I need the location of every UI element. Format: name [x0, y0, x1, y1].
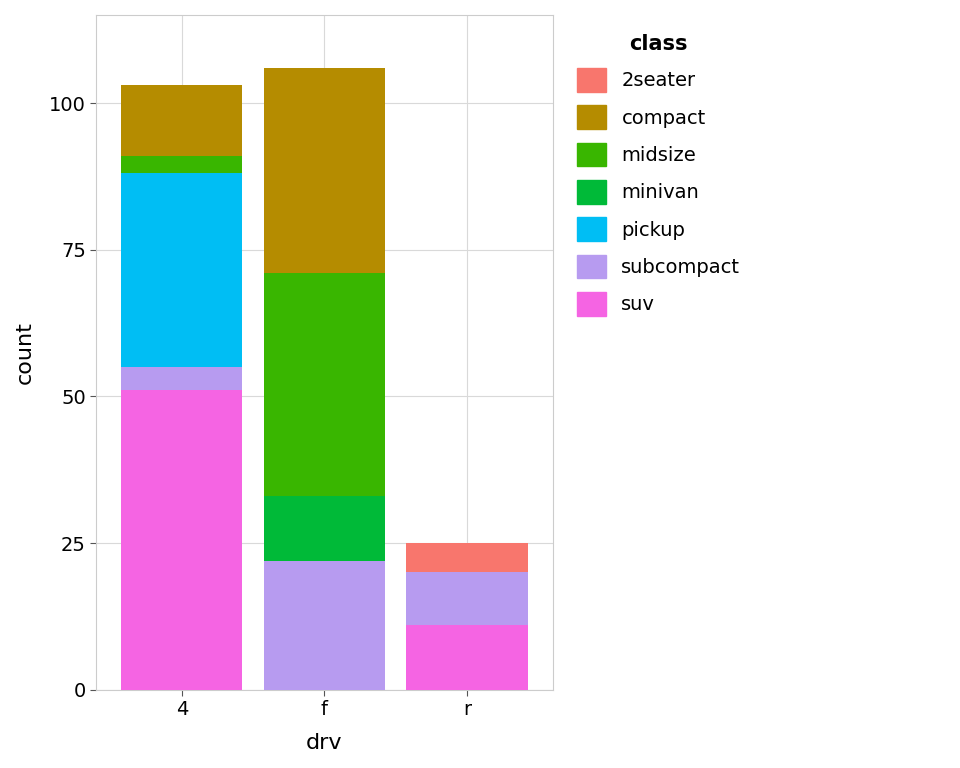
Bar	[406, 572, 528, 625]
Y-axis label: count: count	[15, 321, 35, 384]
Legend: 2seater, compact, midsize, minivan, pickup, subcompact, suv: 2seater, compact, midsize, minivan, pick…	[567, 25, 750, 326]
Bar	[264, 496, 385, 561]
Bar	[264, 561, 385, 690]
Bar	[121, 85, 243, 156]
Bar	[264, 68, 385, 273]
X-axis label: drv: drv	[306, 733, 343, 753]
Bar	[121, 390, 243, 690]
Bar	[406, 625, 528, 690]
Bar	[406, 543, 528, 572]
Bar	[264, 273, 385, 496]
Bar	[121, 367, 243, 390]
Bar	[121, 174, 243, 367]
Bar	[121, 156, 243, 174]
